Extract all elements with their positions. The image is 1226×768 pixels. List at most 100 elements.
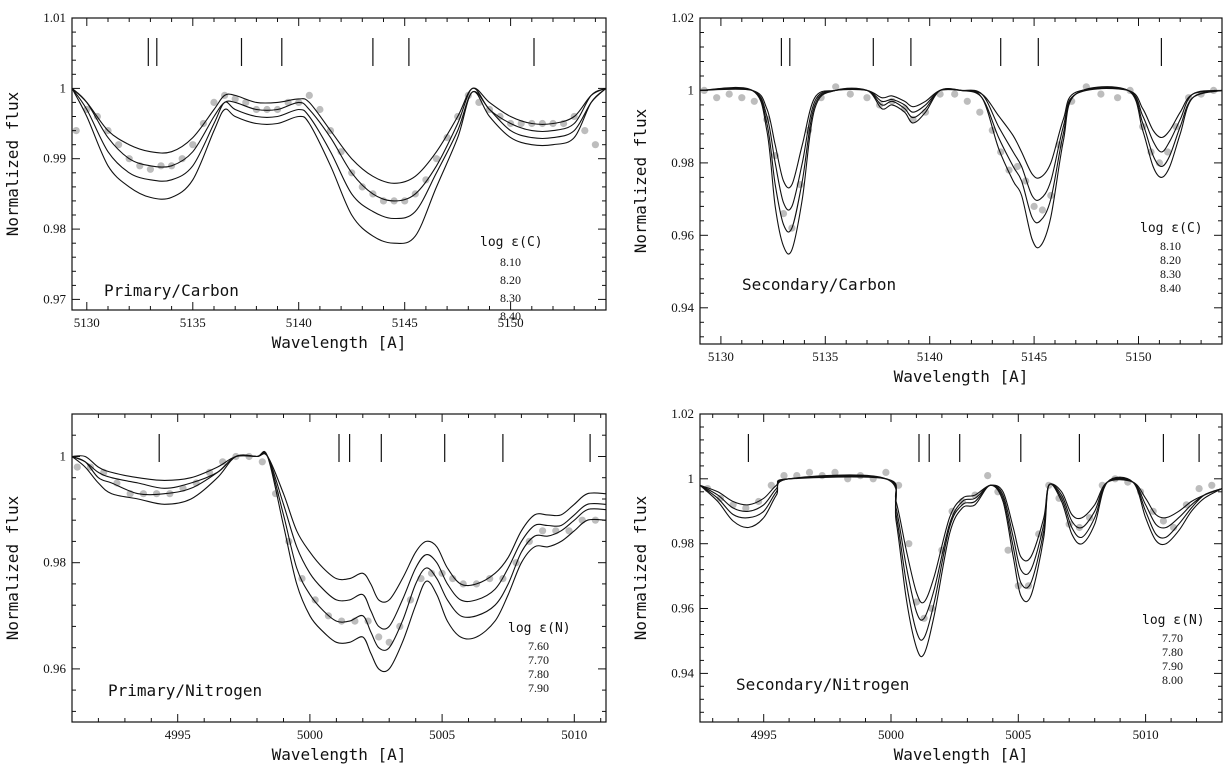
- observed-point: [779, 210, 788, 218]
- observed-point: [316, 105, 324, 114]
- observed-point: [1038, 206, 1046, 214]
- observed-point: [422, 176, 430, 184]
- panel-label: Primary/Carbon: [104, 281, 239, 300]
- observed-point: [1030, 202, 1038, 210]
- x-axis-label: Wavelength [A]: [272, 745, 407, 764]
- y-tick-label: 0.98: [43, 555, 66, 570]
- y-tick-label: 0.94: [671, 665, 694, 680]
- model-curve-8-40: [700, 86, 1222, 255]
- observed-point: [713, 94, 721, 102]
- y-tick-label: 0.97: [43, 291, 66, 306]
- model-curve-7-70: [72, 452, 606, 630]
- y-tick-label: 0.98: [43, 221, 66, 236]
- model-curves: [700, 474, 1222, 658]
- x-tick-label: 5135: [180, 315, 206, 330]
- observed-point: [358, 183, 366, 191]
- legend-entry: 8.20: [1160, 253, 1181, 267]
- observed-point: [832, 83, 840, 91]
- observed-point: [205, 468, 214, 476]
- model-curve-7-70: [700, 476, 1222, 604]
- observed-point: [1159, 517, 1167, 525]
- legend-entry: 8.10: [1160, 239, 1181, 253]
- x-tick-label: 5130: [708, 349, 734, 364]
- legend-title: log ε(N): [1142, 613, 1205, 628]
- observed-point: [305, 91, 313, 99]
- plot-frame: [71, 413, 607, 723]
- observed-point: [1195, 485, 1203, 493]
- panel-2: 5130 5135 5140 5145 5150 0.94 0.96 0.98 1 1.02 Wav…: [631, 10, 1223, 386]
- y-tick-label: 1: [688, 471, 695, 486]
- x-axis-label: Wavelength [A]: [894, 367, 1029, 386]
- legend-title: log ε(C): [1140, 221, 1203, 236]
- y-axis-label: Normalized flux: [3, 91, 22, 236]
- panel-label: Secondary/Nitrogen: [736, 675, 909, 694]
- legend-entry: 8.20: [500, 273, 521, 287]
- observed-point: [742, 504, 750, 512]
- panel-label: Primary/Nitrogen: [108, 681, 262, 700]
- panel-3: 4995 5000 5005 5010 0.96 0.98 1 Wavelength [A] N…: [3, 413, 607, 764]
- model-curve-8-30: [72, 87, 606, 220]
- y-tick-label: 0.94: [671, 300, 694, 315]
- x-tick-label: 5135: [812, 349, 838, 364]
- observed-point: [1164, 148, 1172, 156]
- observed-point: [538, 119, 547, 128]
- observed-point: [1097, 90, 1105, 98]
- observed-point: [905, 540, 913, 548]
- legend-entry: 8.10: [500, 255, 521, 269]
- x-tick-label: 5150: [1126, 349, 1152, 364]
- model-curve-7-80: [72, 451, 606, 651]
- x-axis-label: Wavelength [A]: [894, 745, 1029, 764]
- observed-point: [375, 633, 383, 641]
- y-tick-label: 1: [688, 82, 695, 97]
- observed-point: [146, 165, 154, 173]
- observed-point: [565, 527, 573, 535]
- observed-point: [725, 90, 733, 98]
- observed-points: [73, 452, 600, 646]
- x-axis-label: Wavelength [A]: [272, 333, 407, 352]
- model-curves: [72, 87, 606, 244]
- observed-point: [189, 141, 197, 149]
- observed-point: [311, 596, 319, 604]
- legend-entry: 8.30: [500, 291, 521, 305]
- x-tick-label: 5150: [498, 315, 524, 330]
- observed-point: [263, 105, 271, 114]
- y-tick-label: 0.96: [671, 601, 694, 616]
- observed-point: [115, 141, 123, 149]
- x-tick-label: 5010: [561, 727, 587, 742]
- y-tick-label: 0.98: [671, 155, 694, 170]
- x-tick-label: 5000: [297, 727, 323, 742]
- legend-entry: 7.90: [528, 681, 549, 695]
- observed-point: [539, 527, 547, 535]
- observed-point: [73, 463, 81, 471]
- observed-point: [591, 141, 600, 149]
- observed-point: [780, 472, 788, 480]
- observed-point: [210, 98, 218, 106]
- legend-entry: 7.70: [1162, 631, 1183, 645]
- plot-frame: [699, 17, 1223, 345]
- observed-point: [863, 94, 871, 102]
- observed-point: [443, 134, 451, 142]
- observed-point: [750, 97, 758, 105]
- observed-point: [1114, 94, 1122, 102]
- model-curves: [72, 450, 606, 673]
- x-tick-label: 5005: [429, 727, 455, 742]
- legend-entry: 8.40: [1160, 281, 1181, 295]
- observed-point: [1004, 546, 1012, 554]
- x-tick-label: 5010: [1133, 727, 1159, 742]
- panel-label: Secondary/Carbon: [742, 275, 896, 294]
- plot-frame: [699, 413, 1223, 723]
- observed-point: [157, 162, 165, 170]
- observed-point: [219, 458, 227, 466]
- model-curve-7-80: [700, 475, 1222, 621]
- x-tick-label: 5140: [917, 349, 943, 364]
- y-tick-label: 0.96: [671, 227, 694, 242]
- x-tick-label: 5145: [392, 315, 418, 330]
- model-curve-8-10: [72, 87, 606, 184]
- y-tick-label: 1: [60, 449, 67, 464]
- y-tick-label: 1.02: [671, 10, 694, 25]
- observed-point: [449, 575, 457, 583]
- observed-point: [72, 127, 80, 135]
- x-tick-label: 5005: [1005, 727, 1031, 742]
